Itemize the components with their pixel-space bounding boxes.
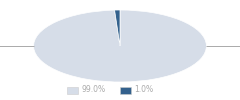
FancyBboxPatch shape — [67, 86, 78, 94]
Text: 99.0%: 99.0% — [82, 86, 106, 94]
Text: 1.0%: 1.0% — [134, 86, 154, 94]
Wedge shape — [34, 10, 206, 82]
Wedge shape — [114, 10, 120, 46]
FancyBboxPatch shape — [120, 86, 131, 94]
